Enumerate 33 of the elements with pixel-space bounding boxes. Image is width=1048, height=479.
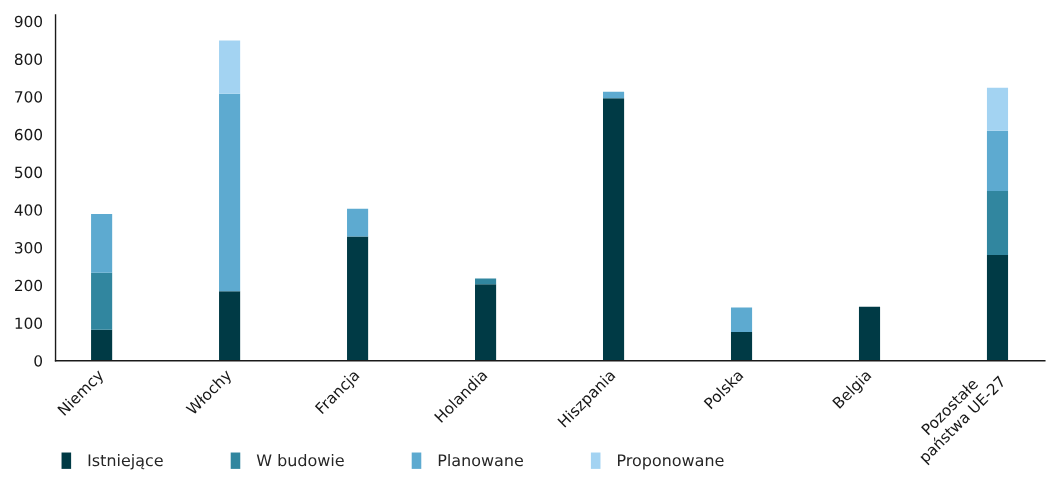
bar [91, 272, 113, 330]
y-tick-label: 600 [14, 128, 43, 141]
y-tick-label: 200 [15, 279, 43, 292]
y-tick-label: 800 [14, 53, 43, 65]
legend-label: W budowie [256, 453, 344, 467]
bar [602, 98, 625, 361]
bar [858, 306, 881, 361]
bar [219, 40, 241, 94]
bar [986, 255, 1009, 361]
bar [602, 91, 625, 99]
bar [475, 284, 497, 361]
bar [986, 190, 1009, 256]
y-tick-label: 700 [15, 91, 43, 103]
y-tick-label: 100 [15, 317, 43, 329]
bar [730, 307, 753, 333]
legend-label: Planowane [438, 453, 523, 467]
y-tick-label: 0 [34, 355, 43, 367]
bar [986, 130, 1009, 191]
bar [347, 236, 369, 361]
y-tick-label: 500 [15, 166, 43, 179]
bar [347, 208, 369, 237]
legend-label: Proponowane [618, 454, 724, 470]
legend-label: Istniejące [88, 453, 163, 470]
y-tick-label: 300 [15, 242, 43, 254]
bar [219, 291, 241, 361]
bar [91, 213, 113, 273]
bar [91, 329, 113, 361]
y-tick-label: 900 [14, 15, 43, 28]
bar [730, 332, 753, 361]
bar [219, 93, 241, 292]
y-tick-label: 400 [14, 204, 43, 216]
bar [475, 278, 497, 285]
bar [986, 87, 1009, 131]
